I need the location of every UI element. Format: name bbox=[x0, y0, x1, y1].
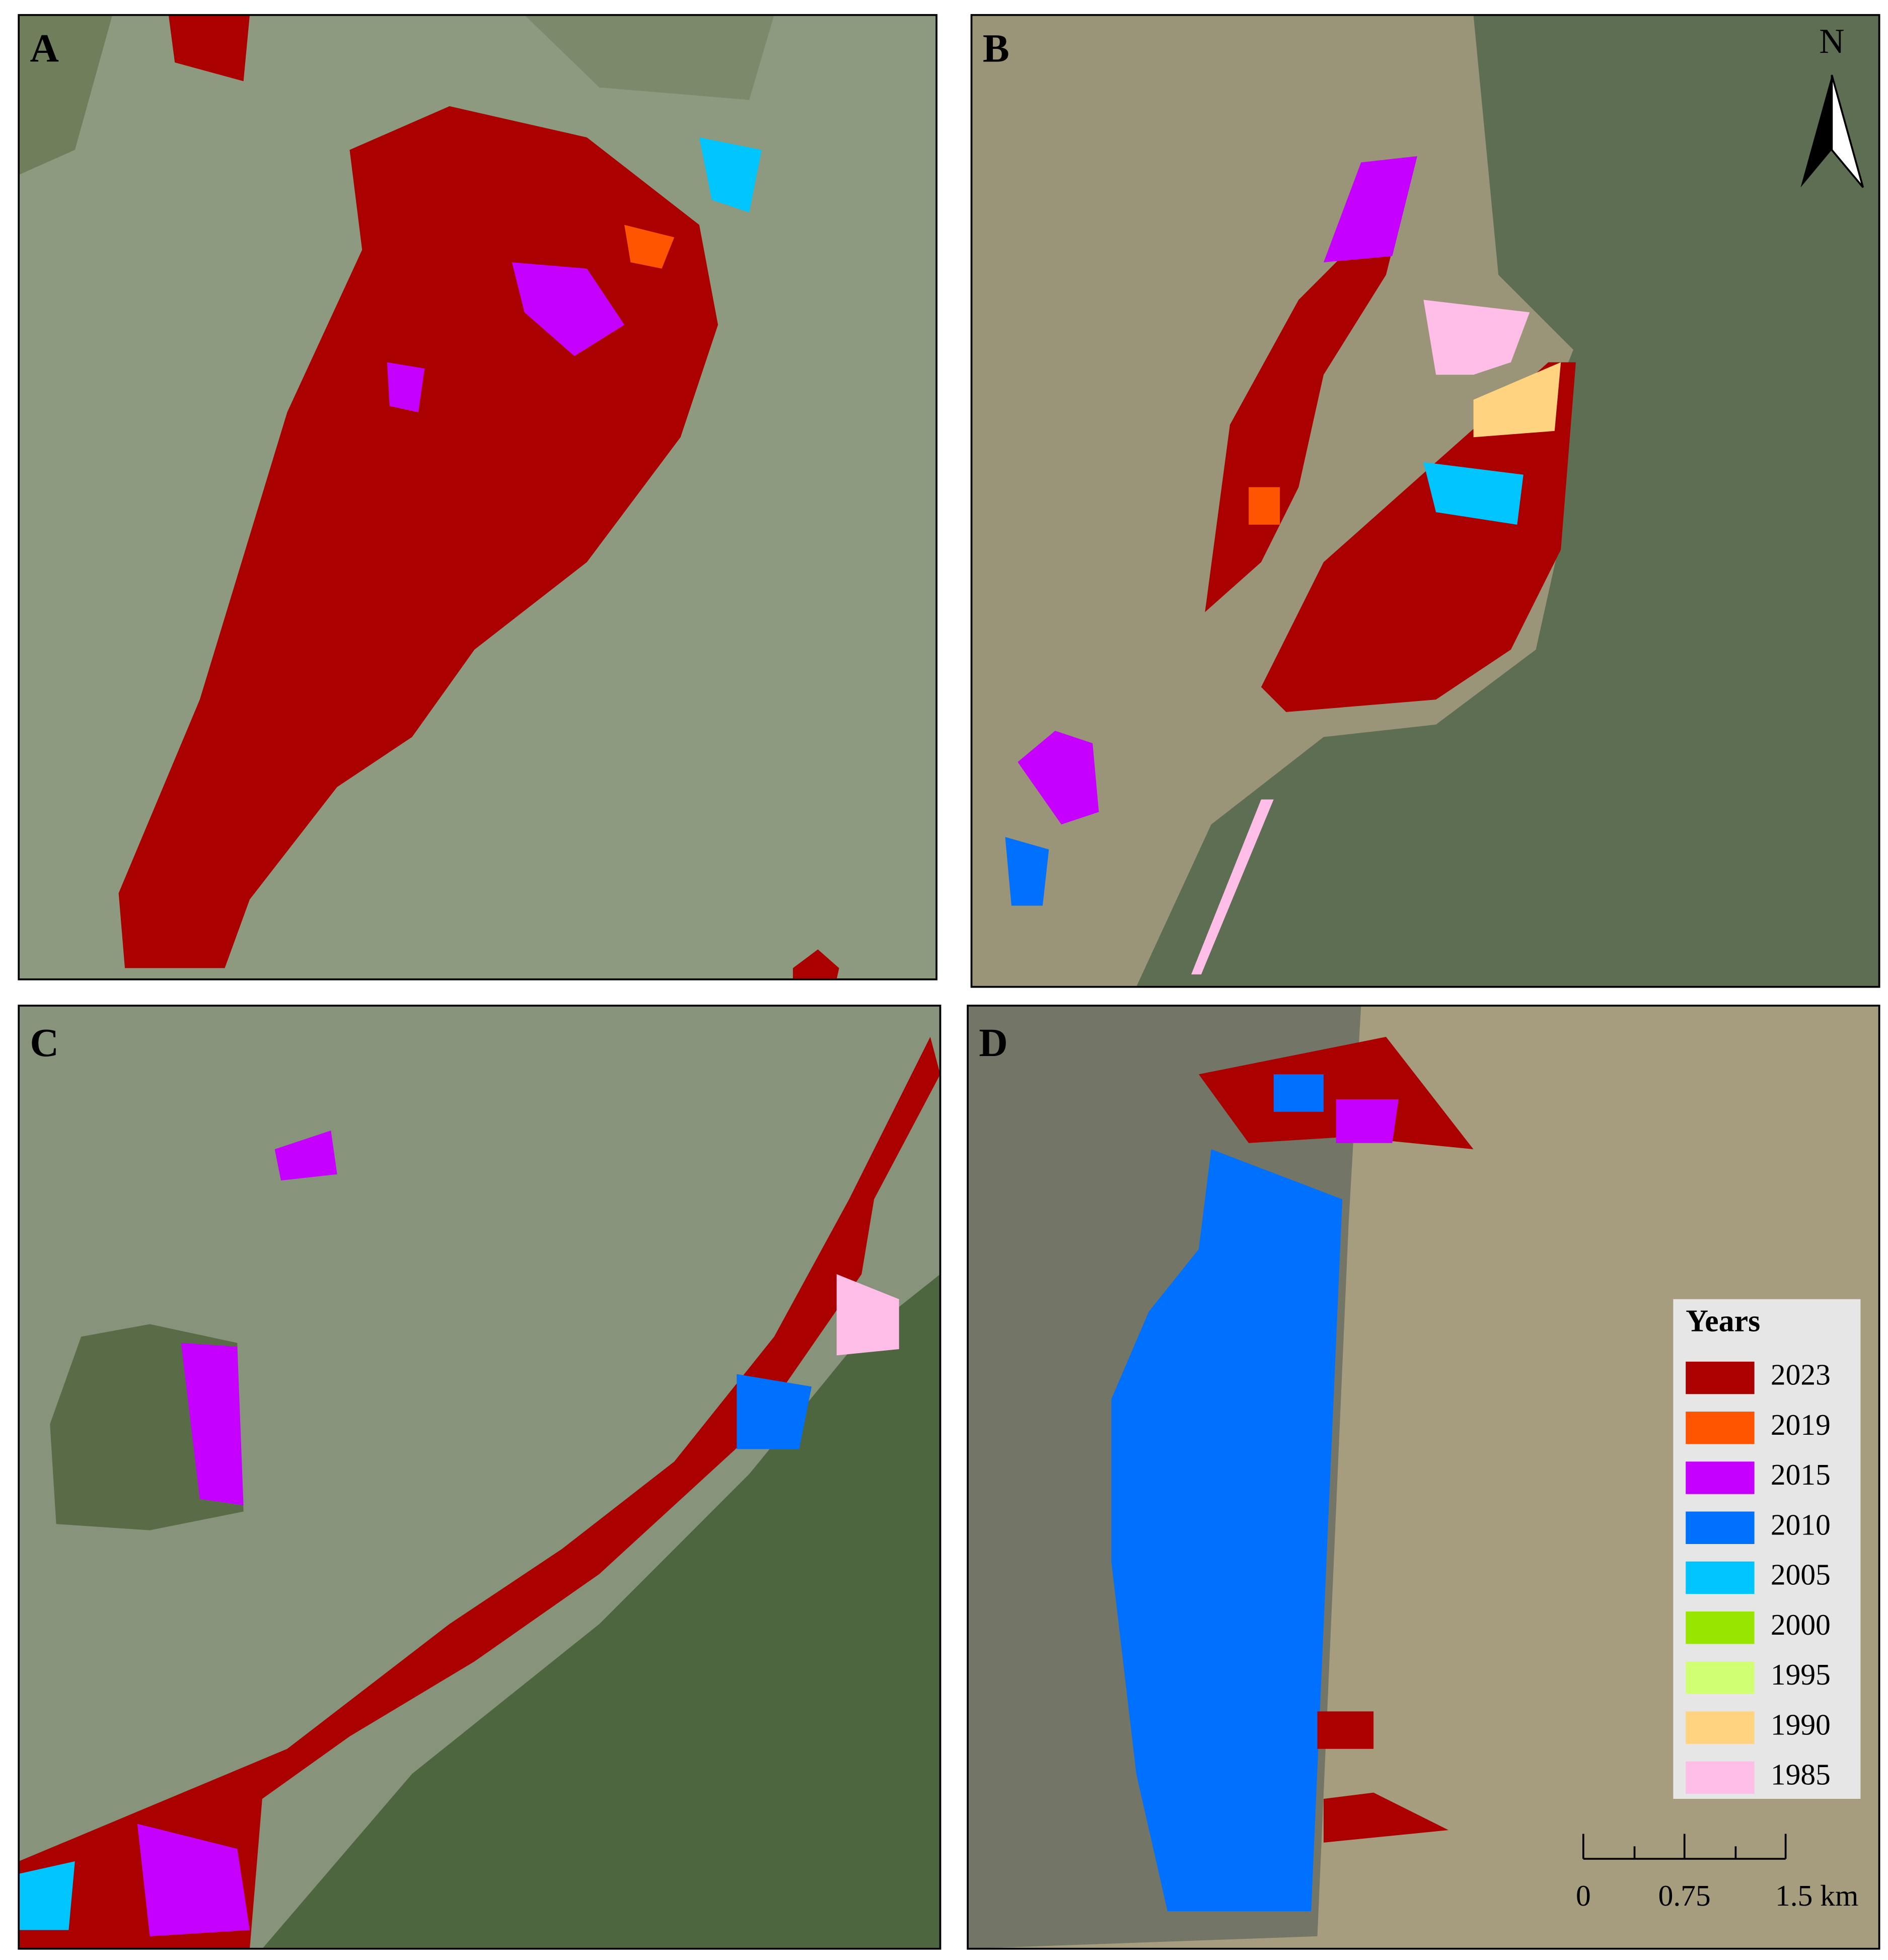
reclaimed-area bbox=[1323, 156, 1417, 262]
legend-label: 2000 bbox=[1771, 1608, 1831, 1641]
legend-swatch bbox=[1686, 1661, 1755, 1694]
land bbox=[19, 15, 113, 175]
reclaimed-area bbox=[1323, 1792, 1448, 1843]
legend-swatch bbox=[1686, 1711, 1755, 1744]
reclaimed-area bbox=[274, 1130, 337, 1181]
reclaimed-area bbox=[1423, 462, 1523, 525]
legend-label: 2023 bbox=[1771, 1358, 1831, 1391]
reclaimed-area bbox=[1111, 1149, 1343, 1912]
land bbox=[262, 1274, 940, 1949]
reclaimed-area bbox=[19, 1861, 75, 1930]
reclaimed-area bbox=[1005, 836, 1049, 906]
legend-label: 2010 bbox=[1771, 1508, 1831, 1541]
reclaimed-area bbox=[836, 1274, 899, 1356]
legend-label: 1990 bbox=[1771, 1708, 1831, 1741]
reclaimed-area bbox=[1261, 362, 1576, 712]
reclaimed-area bbox=[387, 362, 425, 412]
north-arrow-right bbox=[1831, 75, 1864, 188]
legend-swatch bbox=[1686, 1461, 1755, 1494]
reclaimed-area bbox=[1191, 799, 1274, 974]
reclaimed-area bbox=[512, 262, 625, 356]
legend-swatch bbox=[1686, 1761, 1755, 1794]
panel-a bbox=[19, 15, 937, 979]
reclaimed-area bbox=[699, 137, 762, 213]
scale-label: 0.75 bbox=[1658, 1879, 1711, 1912]
panel-frame bbox=[967, 1004, 1880, 1950]
north-label: N bbox=[1819, 22, 1844, 61]
land bbox=[524, 15, 774, 100]
legend-label: 2005 bbox=[1771, 1558, 1831, 1591]
panel-c bbox=[19, 1005, 940, 1949]
reclaimed-area bbox=[168, 15, 250, 82]
reclaimed-area bbox=[1198, 1036, 1474, 1150]
panel-frame bbox=[970, 14, 1880, 988]
scale-label: 1.5 km bbox=[1775, 1879, 1858, 1912]
legend-label: 2019 bbox=[1771, 1408, 1831, 1441]
panel-label: B bbox=[983, 26, 1009, 71]
legend-label: 2015 bbox=[1771, 1458, 1831, 1491]
legend-swatch bbox=[1686, 1361, 1755, 1394]
reclaimed-area bbox=[137, 1824, 250, 1936]
reclaimed-area bbox=[1249, 487, 1280, 525]
reclaimed-area bbox=[1317, 1711, 1374, 1749]
reclaimed-area bbox=[792, 949, 839, 979]
legend: Years 2023 2019 2015 2010 2005 2000 1995 1990 19… bbox=[1673, 1299, 1861, 1799]
reclaimed-area bbox=[19, 1036, 940, 1949]
north-arrow-left bbox=[1800, 75, 1832, 188]
legend-swatch bbox=[1686, 1511, 1755, 1544]
legend-swatch bbox=[1686, 1561, 1755, 1594]
reclaimed-area bbox=[1336, 1099, 1399, 1143]
panel-label: D bbox=[979, 1021, 1007, 1065]
reclaimed-area bbox=[737, 1374, 812, 1449]
scale-label: 0 bbox=[1576, 1879, 1591, 1912]
panel-label: A bbox=[30, 26, 59, 71]
reclaimed-area bbox=[1473, 362, 1561, 438]
reclaimed-area bbox=[1273, 1074, 1324, 1112]
north-arrow: N bbox=[1800, 22, 1864, 188]
legend-swatch bbox=[1686, 1412, 1755, 1444]
panel-b bbox=[971, 15, 1879, 987]
legend-label: 1995 bbox=[1771, 1658, 1831, 1691]
panel-label: C bbox=[30, 1021, 59, 1065]
reclaimed-area bbox=[1423, 300, 1530, 375]
legend-title: Years bbox=[1686, 1304, 1760, 1339]
scale-bar: 0 0.75 1.5 km bbox=[1576, 1834, 1858, 1912]
reclaimed-area bbox=[624, 225, 675, 269]
reclaimed-area bbox=[1018, 731, 1099, 825]
panel-frame bbox=[18, 14, 937, 981]
land bbox=[1136, 15, 1879, 987]
reclaimed-area bbox=[181, 1343, 244, 1506]
legend-label: 1985 bbox=[1771, 1758, 1831, 1791]
panel-frame bbox=[18, 1004, 941, 1950]
legend-swatch bbox=[1686, 1611, 1755, 1644]
